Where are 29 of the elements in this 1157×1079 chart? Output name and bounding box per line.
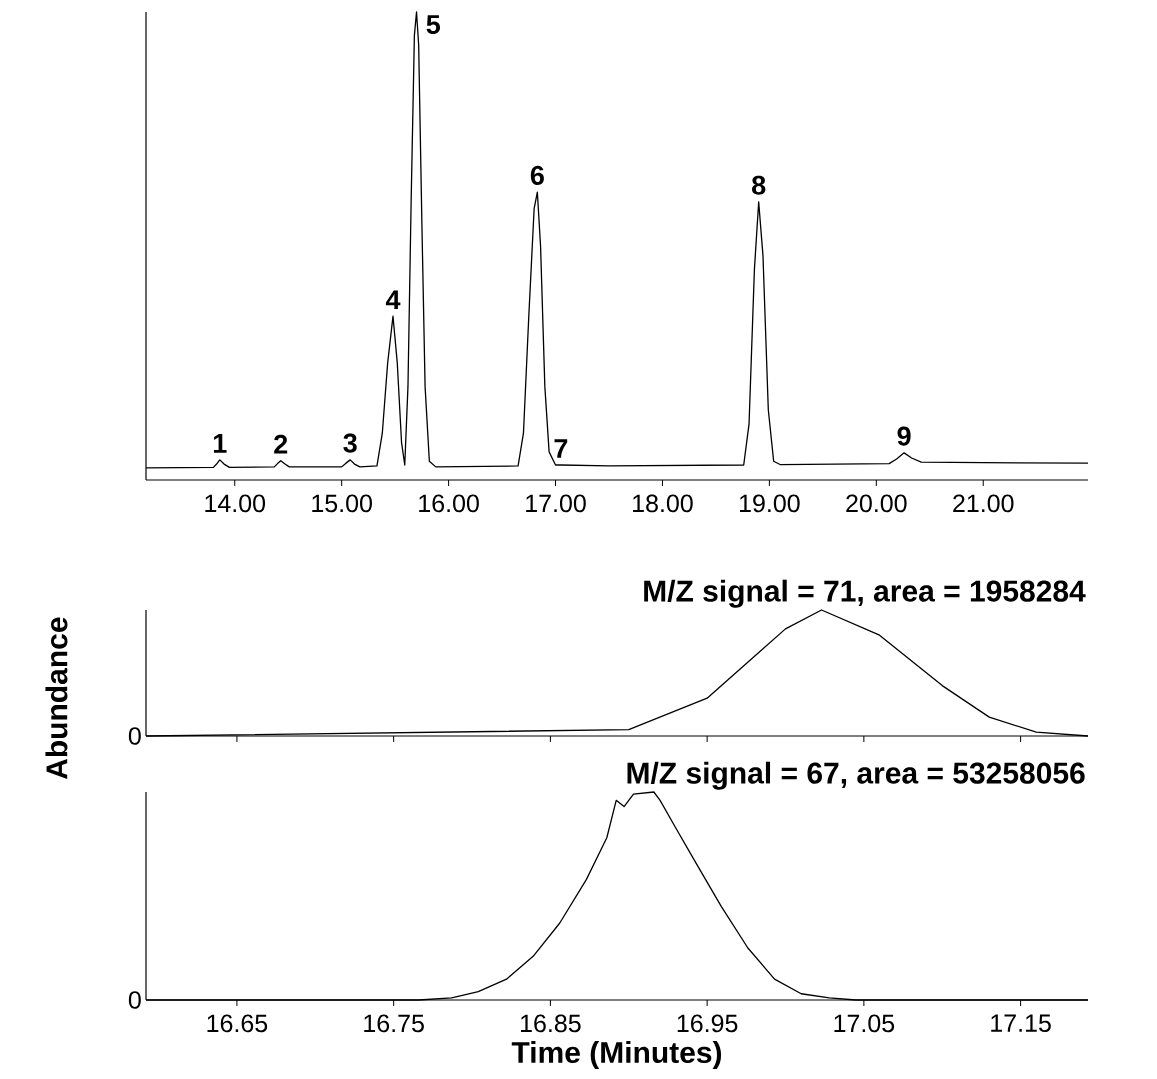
x-tick-label: 16.85 (521, 1014, 581, 1033)
annotation: 1 (213, 434, 227, 453)
annotation: 7 (554, 439, 568, 458)
annotation: 9 (897, 426, 911, 446)
text: 0 (128, 727, 141, 745)
text: 0 (128, 991, 141, 1009)
annotation: 4 (385, 290, 401, 309)
y-axis-title: Abundance (45, 617, 68, 780)
x-tick-label: 17.15 (991, 1014, 1051, 1032)
x-axis-title: Time (Minutes) (511, 1041, 722, 1070)
annotation: 8 (752, 175, 766, 195)
x-tick-label: 17.05 (834, 1014, 895, 1033)
annotation: 3 (343, 433, 357, 453)
x-tick-label: 21.00 (953, 494, 1014, 513)
x-tick-label: 14.00 (205, 494, 266, 513)
chart-title: M/Z signal = 71, area = 1958284 (644, 579, 1086, 608)
x-tick-label: 16.65 (207, 1014, 268, 1033)
x-tick-label: 16.75 (364, 1014, 424, 1033)
annotation: 2 (274, 434, 288, 454)
x-tick-label: 17.00 (526, 494, 586, 513)
x-tick-label: 16.00 (419, 494, 479, 513)
x-tick-label: 19.00 (739, 494, 800, 513)
annotation: 6 (530, 165, 544, 185)
annotation: 5 (426, 15, 440, 35)
x-tick-label: 15.00 (312, 494, 372, 513)
x-tick-label: 18.00 (633, 494, 693, 513)
x-tick-label: 16.95 (677, 1014, 738, 1033)
chart-title: M/Z signal = 67, area = 53258056 (627, 761, 1085, 790)
x-tick-label: 20.00 (846, 494, 907, 513)
